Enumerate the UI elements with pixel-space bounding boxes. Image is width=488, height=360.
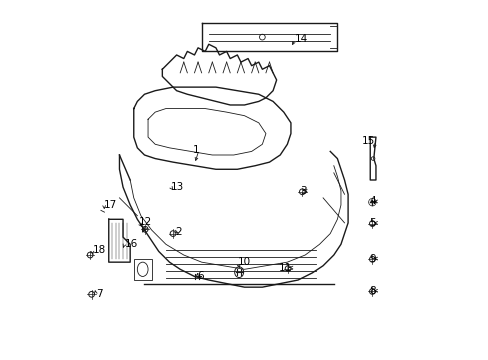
- Text: 10: 10: [238, 257, 251, 267]
- Text: 1: 1: [192, 145, 199, 155]
- Text: 14: 14: [295, 34, 308, 44]
- Text: 6: 6: [197, 271, 203, 282]
- Text: 8: 8: [368, 286, 375, 296]
- Text: 3: 3: [299, 186, 305, 196]
- Text: 15: 15: [361, 136, 374, 146]
- Text: 16: 16: [124, 239, 138, 249]
- Text: 7: 7: [96, 289, 102, 299]
- Text: 5: 5: [368, 218, 375, 228]
- Text: 11: 11: [278, 262, 291, 273]
- Text: 18: 18: [92, 245, 105, 255]
- Text: 9: 9: [368, 253, 375, 264]
- Text: 17: 17: [104, 200, 117, 210]
- Text: 12: 12: [139, 217, 152, 227]
- Text: 4: 4: [368, 197, 375, 206]
- Text: 2: 2: [175, 227, 182, 237]
- Text: 13: 13: [171, 182, 184, 192]
